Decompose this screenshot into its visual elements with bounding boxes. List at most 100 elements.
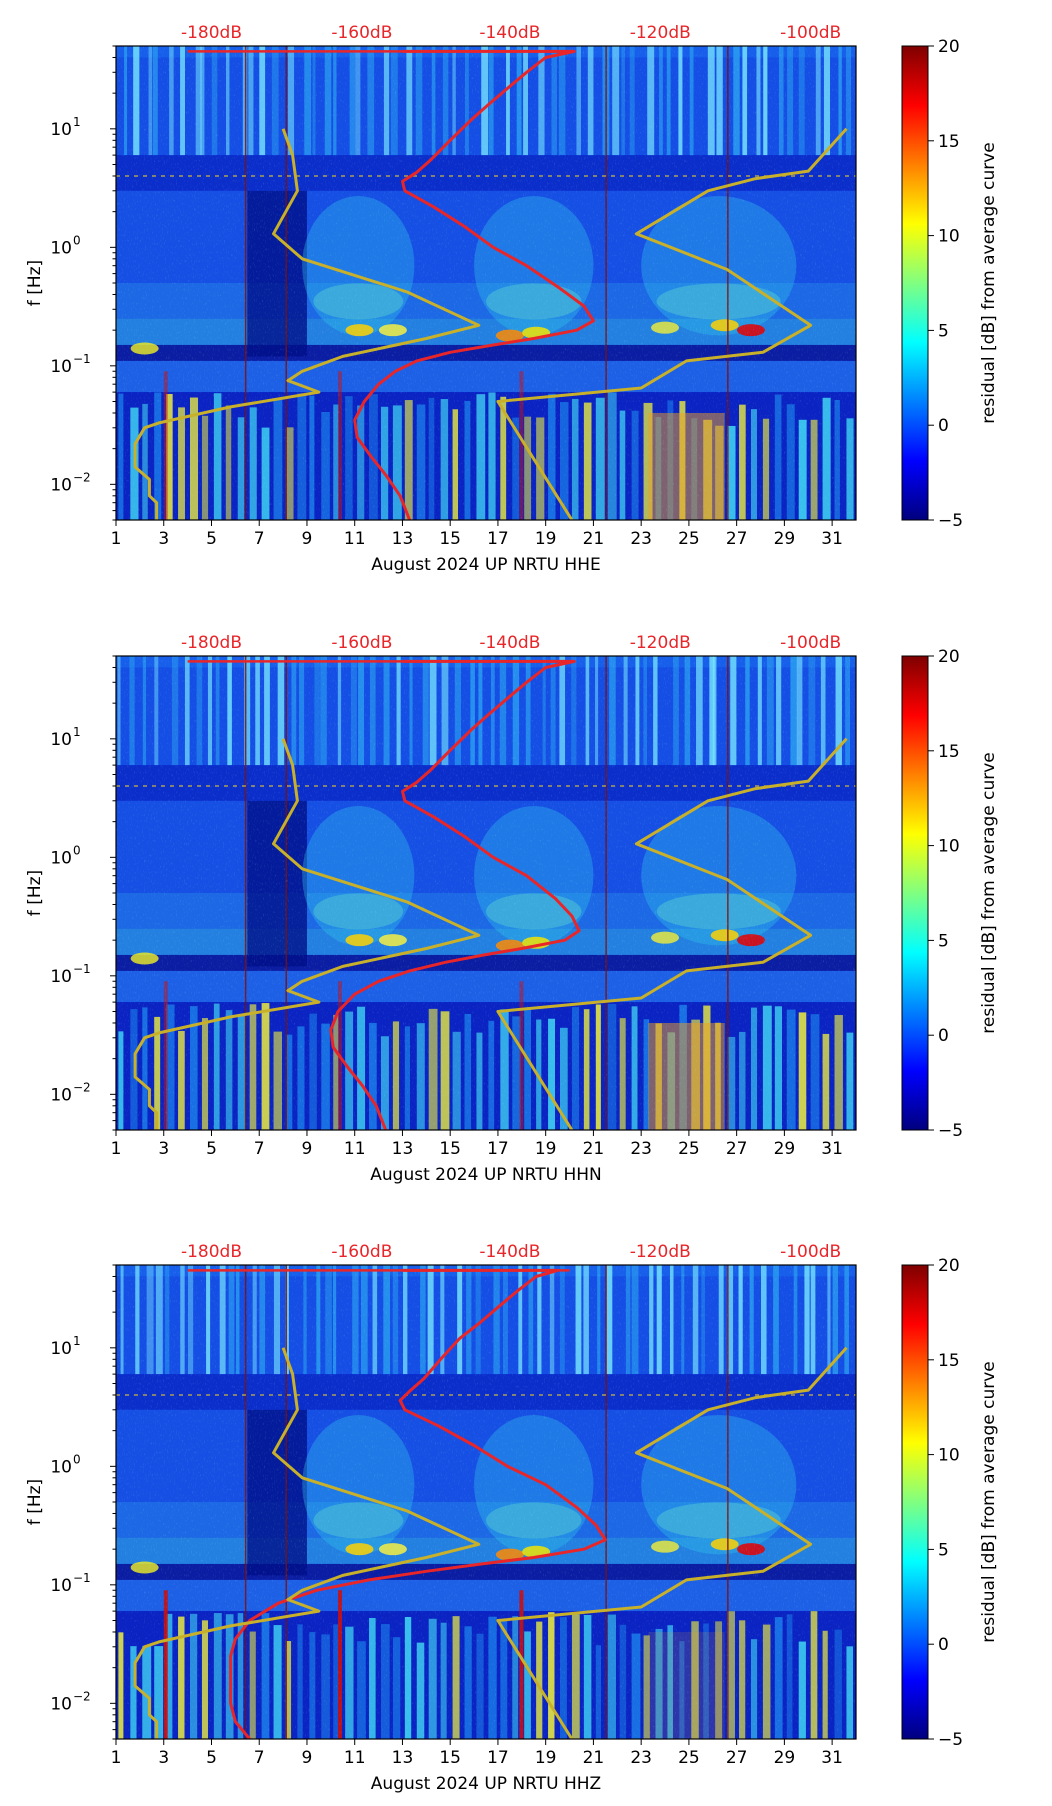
colorbar-tick-label: 5 <box>938 1540 949 1560</box>
x-tick-label: 21 <box>583 1748 605 1768</box>
colorbar-tick-label: 20 <box>938 1256 960 1276</box>
y-tick-exponent: 1 <box>73 115 81 129</box>
db-scale-label: -100dB <box>780 23 841 43</box>
db-scale-label: -160dB <box>331 23 392 43</box>
colorbar <box>901 1264 929 1740</box>
colorbar-tick-label: 10 <box>938 227 960 247</box>
x-tick-label: 25 <box>678 1139 700 1159</box>
y-tick-exponent: −1 <box>73 1571 91 1585</box>
y-tick-exponent: 1 <box>73 725 81 739</box>
x-tick-label: 13 <box>392 1748 414 1768</box>
y-tick-label: 10 <box>50 1457 72 1477</box>
x-tick-label: 1 <box>111 529 122 549</box>
x-tick-label: 5 <box>206 529 217 549</box>
colorbar-tick-label: 20 <box>938 647 960 667</box>
colorbar-label: residual [dB] from average curve <box>979 1361 999 1642</box>
x-tick-label: 13 <box>392 1139 414 1159</box>
x-tick-label: 7 <box>254 529 265 549</box>
x-tick-label: 11 <box>344 1139 366 1159</box>
colorbar-tick-label: −5 <box>938 1121 963 1141</box>
series-line-1 <box>229 1268 607 1739</box>
db-scale-label: -180dB <box>181 1242 242 1262</box>
series-line-1 <box>329 659 581 1130</box>
spectrogram-image <box>116 656 856 1130</box>
series-line-2 <box>133 738 481 1130</box>
db-scale-label: -120dB <box>630 23 691 43</box>
db-scale-label: -140dB <box>479 1242 540 1262</box>
y-tick-exponent: −1 <box>73 352 91 366</box>
y-tick-exponent: 0 <box>73 1452 81 1466</box>
colorbar-tick-label: 5 <box>938 931 949 951</box>
x-tick-label: 15 <box>439 1748 461 1768</box>
y-tick-label: 10 <box>50 120 72 140</box>
x-tick-label: 1 <box>111 1139 122 1159</box>
series-line-2 <box>133 1347 481 1739</box>
x-tick-label: 23 <box>630 529 652 549</box>
y-tick-exponent: −2 <box>73 1080 91 1094</box>
colorbar-tick-label: 0 <box>938 416 949 436</box>
y-axis-label: f [Hz] <box>25 870 45 916</box>
x-tick-label: 3 <box>158 529 169 549</box>
y-tick-label: 10 <box>50 1339 72 1359</box>
y-tick-label: 10 <box>50 1694 72 1714</box>
db-scale-label: -120dB <box>630 633 691 653</box>
y-tick-label: 10 <box>50 1576 72 1596</box>
series-line-1 <box>353 49 595 520</box>
x-tick-label: 23 <box>630 1748 652 1768</box>
spectrogram-image <box>116 1265 856 1739</box>
x-tick-label: 9 <box>302 529 313 549</box>
colorbar-tick-label: 15 <box>938 132 960 152</box>
y-axis-label: f [Hz] <box>25 1479 45 1525</box>
colorbar-tick-label: 15 <box>938 742 960 762</box>
y-tick-exponent: 0 <box>73 843 81 857</box>
colorbar-tick-label: 5 <box>938 321 949 341</box>
spectrogram-image <box>116 46 856 520</box>
colorbar-label: residual [dB] from average curve <box>979 752 999 1033</box>
x-tick-label: 23 <box>630 1139 652 1159</box>
colorbar <box>901 655 929 1131</box>
colorbar-tick-label: 10 <box>938 837 960 857</box>
colorbar-tick-label: −5 <box>938 1730 963 1750</box>
x-tick-label: 27 <box>726 529 748 549</box>
x-axis-label: August 2024 UP NRTU HHE <box>371 555 601 575</box>
x-tick-label: 5 <box>206 1139 217 1159</box>
x-axis-label: August 2024 UP NRTU HHZ <box>371 1774 601 1794</box>
db-scale-label: -100dB <box>780 633 841 653</box>
colorbar-tick-label: 20 <box>938 37 960 57</box>
x-tick-label: 5 <box>206 1748 217 1768</box>
x-tick-label: 31 <box>821 1139 843 1159</box>
x-tick-label: 19 <box>535 529 557 549</box>
y-axis-label: f [Hz] <box>25 260 45 306</box>
y-tick-exponent: 1 <box>73 1334 81 1348</box>
x-tick-label: 7 <box>254 1139 265 1159</box>
x-tick-label: 25 <box>678 1748 700 1768</box>
db-scale-label: -100dB <box>780 1242 841 1262</box>
y-tick-label: 10 <box>50 475 72 495</box>
db-scale-label: -140dB <box>479 23 540 43</box>
series-line-3 <box>496 737 848 1130</box>
y-tick-exponent: −2 <box>73 470 91 484</box>
x-tick-label: 25 <box>678 529 700 549</box>
y-tick-label: 10 <box>50 848 72 868</box>
db-scale-label: -140dB <box>479 633 540 653</box>
x-tick-label: 9 <box>302 1139 313 1159</box>
x-tick-label: 15 <box>439 529 461 549</box>
x-tick-label: 17 <box>487 529 509 549</box>
db-scale-label: -120dB <box>630 1242 691 1262</box>
x-tick-label: 29 <box>774 1748 796 1768</box>
colorbar-tick-label: 10 <box>938 1446 960 1466</box>
x-tick-label: 17 <box>487 1139 509 1159</box>
x-tick-label: 11 <box>344 529 366 549</box>
x-tick-label: 29 <box>774 1139 796 1159</box>
x-tick-label: 15 <box>439 1139 461 1159</box>
y-tick-label: 10 <box>50 238 72 258</box>
colorbar-tick-label: −5 <box>938 511 963 531</box>
x-tick-label: 27 <box>726 1748 748 1768</box>
y-tick-exponent: −2 <box>73 1689 91 1703</box>
x-tick-label: 31 <box>821 1748 843 1768</box>
x-tick-label: 3 <box>158 1139 169 1159</box>
